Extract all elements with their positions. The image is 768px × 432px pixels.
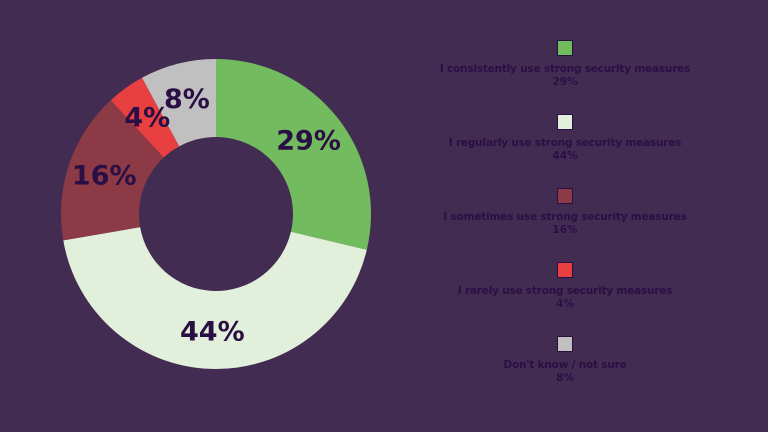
legend-swatch — [557, 188, 573, 204]
legend-value: 29% — [552, 76, 578, 88]
slice-sometimes[interactable] — [60, 100, 164, 241]
legend-swatch — [557, 336, 573, 352]
legend-item-consistently[interactable]: I consistently use strong security measu… — [420, 40, 710, 89]
legend-label: Don't know / not sure — [503, 359, 627, 371]
legend-label: I regularly use strong security measures — [448, 137, 682, 149]
legend-value: 4% — [556, 298, 574, 310]
legend-value: 8% — [556, 372, 574, 384]
slice-dont-know[interactable] — [142, 59, 216, 147]
legend-item-regularly[interactable]: I regularly use strong security measures… — [420, 114, 710, 163]
legend-value: 44% — [552, 150, 578, 162]
slice-label-consistently: 29% — [276, 125, 341, 156]
legend-label: I rarely use strong security measures — [457, 285, 673, 297]
slice-label-rarely: 4% — [124, 103, 170, 134]
legend-swatch — [557, 114, 573, 130]
legend-item-dont-know[interactable]: Don't know / not sure 8% — [420, 336, 710, 385]
legend-value: 16% — [552, 224, 578, 236]
slice-rarely[interactable] — [110, 77, 180, 158]
slice-consistently[interactable] — [216, 59, 372, 250]
legend-label: I sometimes use strong security measures — [443, 211, 687, 223]
legend-item-sometimes[interactable]: I sometimes use strong security measures… — [420, 188, 710, 237]
slice-label-regularly: 44% — [180, 316, 245, 347]
slice-label-sometimes: 16% — [72, 161, 137, 192]
slice-regularly[interactable] — [63, 227, 367, 369]
legend-label: I consistently use strong security measu… — [439, 63, 691, 75]
legend-item-rarely[interactable]: I rarely use strong security measures 4% — [420, 262, 710, 311]
slice-label-dont-know: 8% — [164, 84, 210, 115]
legend-swatch — [557, 262, 573, 278]
legend-swatch — [557, 40, 573, 56]
